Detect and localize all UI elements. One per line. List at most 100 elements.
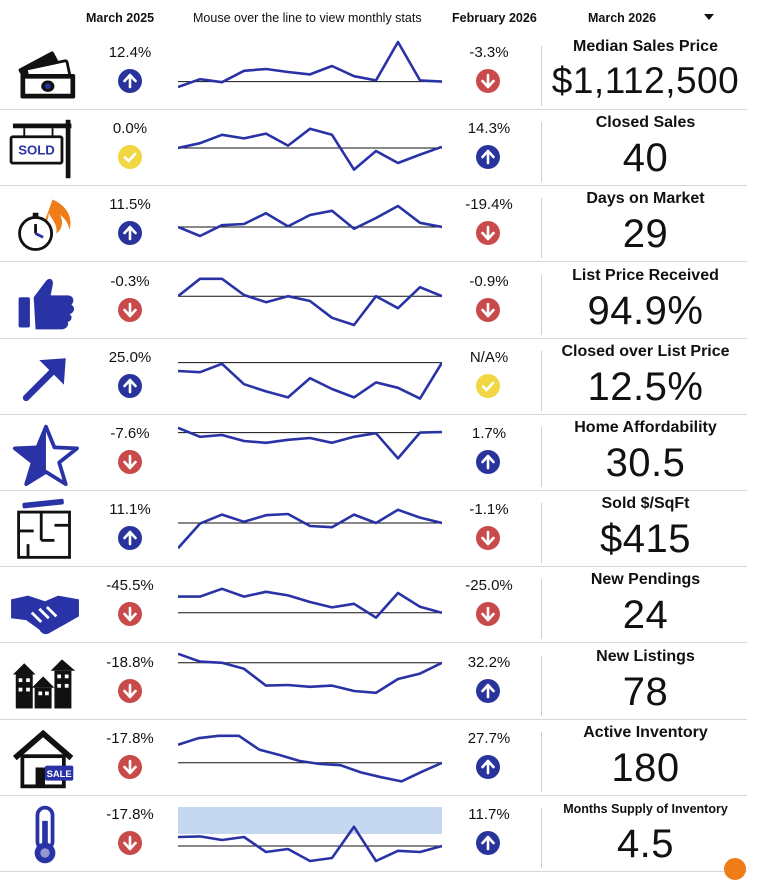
metric-value: 94.9% — [587, 288, 704, 333]
metric-label: Home Affordability — [574, 419, 717, 436]
row-divider — [0, 642, 555, 644]
metric-row-new-pendings: -45.5% -25.0% New Pendings 24 — [0, 567, 763, 644]
yoy-change: -45.5% — [106, 577, 154, 595]
metric-row-active-inventory: SALE -17.8% 27.7% Active Inventory 180 — [0, 720, 763, 797]
row-divider — [0, 261, 555, 263]
mom-neutral-icon[interactable] — [476, 373, 500, 398]
trend-sparkline[interactable] — [177, 417, 443, 489]
mom-up-icon[interactable] — [476, 754, 500, 779]
yoy-down-icon[interactable] — [118, 602, 142, 627]
period-selector-value[interactable]: March 2026 — [588, 11, 657, 25]
yoy-change: -0.3% — [110, 272, 150, 290]
mom-up-icon[interactable] — [476, 831, 500, 855]
metric-label: Closed over List Price — [561, 342, 730, 360]
houses-icon — [4, 650, 86, 716]
metric-value: 12.5% — [587, 364, 704, 409]
thumbs-up-icon — [4, 269, 86, 335]
trend-sparkline[interactable] — [178, 569, 443, 641]
mom-change: -19.4% — [465, 196, 513, 214]
row-divider — [0, 109, 555, 110]
row-divider — [555, 413, 747, 415]
mom-down-icon[interactable] — [476, 69, 500, 93]
yoy-down-icon[interactable] — [118, 754, 142, 779]
metric-row-months-supply: -17.8% 11.7% Months Supply of Inventory … — [0, 796, 763, 873]
metric-label: Closed Sales — [595, 114, 696, 132]
yoy-up-icon[interactable] — [118, 526, 142, 551]
mom-down-icon[interactable] — [476, 602, 500, 627]
mom-up-icon[interactable] — [476, 145, 500, 170]
row-divider — [0, 337, 555, 339]
mom-change: N/A% — [469, 348, 509, 366]
metric-row-sold-dollar-per-sqft: 11.1% -1.1% Sold $/SqFt $415 — [0, 491, 763, 568]
divider — [541, 350, 542, 411]
yoy-change: -18.8% — [106, 653, 154, 671]
divider — [541, 46, 542, 106]
divider — [541, 579, 542, 640]
header-hint: Mouse over the line to view monthly stat… — [193, 11, 422, 25]
mom-change: 27.7% — [467, 729, 511, 747]
yoy-change: 12.4% — [108, 44, 152, 61]
header-prev-month: February 2026 — [452, 11, 537, 25]
row-divider — [0, 185, 555, 187]
trend-sparkline[interactable] — [177, 36, 443, 108]
row-divider — [555, 261, 747, 263]
trend-line — [177, 205, 443, 238]
yoy-up-icon[interactable] — [118, 221, 142, 246]
row-divider — [0, 490, 555, 491]
yoy-down-icon[interactable] — [118, 450, 142, 474]
mom-down-icon[interactable] — [476, 297, 500, 322]
mom-up-icon[interactable] — [476, 450, 500, 474]
mom-down-icon[interactable] — [476, 221, 500, 246]
yoy-neutral-icon[interactable] — [118, 145, 142, 170]
metric-label: Sold $/SqFt — [601, 495, 690, 513]
yoy-change: 11.5% — [109, 196, 151, 214]
trend-line — [177, 40, 443, 89]
trend-sparkline[interactable] — [177, 341, 444, 413]
divider — [541, 427, 542, 487]
yoy-down-icon[interactable] — [118, 297, 142, 322]
mom-down-icon[interactable] — [476, 526, 500, 551]
trend-sparkline[interactable] — [177, 798, 443, 870]
divider — [541, 503, 542, 564]
yoy-change: 25.0% — [108, 348, 152, 366]
metric-value: 30.5 — [605, 441, 686, 485]
yoy-down-icon[interactable] — [118, 678, 142, 703]
metric-value: $415 — [600, 517, 691, 562]
floor-plan-icon — [4, 497, 86, 563]
yoy-change: 11.1% — [109, 501, 151, 519]
metric-row-closed-over-list-price: 25.0% N/A% Closed over List Price 12.5% — [0, 339, 763, 416]
thermometer-icon — [4, 802, 86, 868]
svg-text:SALE: SALE — [47, 768, 72, 779]
row-divider — [555, 871, 747, 872]
yoy-down-icon[interactable] — [118, 831, 142, 855]
trend-sparkline[interactable] — [177, 722, 443, 794]
yoy-change: -17.8% — [106, 729, 154, 747]
trend-sparkline[interactable] — [177, 188, 443, 260]
mom-change: -25.0% — [465, 577, 513, 595]
row-divider — [555, 185, 747, 187]
mom-up-icon[interactable] — [476, 678, 500, 703]
handshake-icon — [4, 573, 86, 639]
metric-row-days-on-market: 11.5% -19.4% Days on Market 29 — [0, 186, 763, 263]
trend-sparkline[interactable] — [177, 265, 443, 337]
chat-icon[interactable] — [724, 858, 746, 880]
metric-row-home-affordability: -7.6% 1.7% Home Affordability 30.5 — [0, 415, 763, 492]
trend-sparkline[interactable] — [177, 112, 443, 184]
period-dropdown-icon[interactable] — [704, 14, 714, 20]
sold-sign-icon: SOLD — [4, 116, 86, 182]
row-divider — [555, 490, 747, 491]
trend-sparkline[interactable] — [177, 646, 443, 718]
row-divider — [555, 718, 747, 720]
yoy-up-icon[interactable] — [118, 373, 142, 398]
trend-line — [177, 825, 443, 863]
metric-value: 40 — [622, 136, 669, 181]
yoy-change: 0.0% — [112, 120, 148, 138]
mom-change: 11.7% — [468, 806, 510, 823]
trend-line — [177, 652, 443, 694]
trend-line — [177, 426, 443, 460]
divider — [541, 274, 542, 335]
yoy-up-icon[interactable] — [118, 69, 142, 93]
row-divider — [555, 566, 747, 568]
divider — [541, 198, 542, 259]
trend-sparkline[interactable] — [177, 493, 443, 565]
